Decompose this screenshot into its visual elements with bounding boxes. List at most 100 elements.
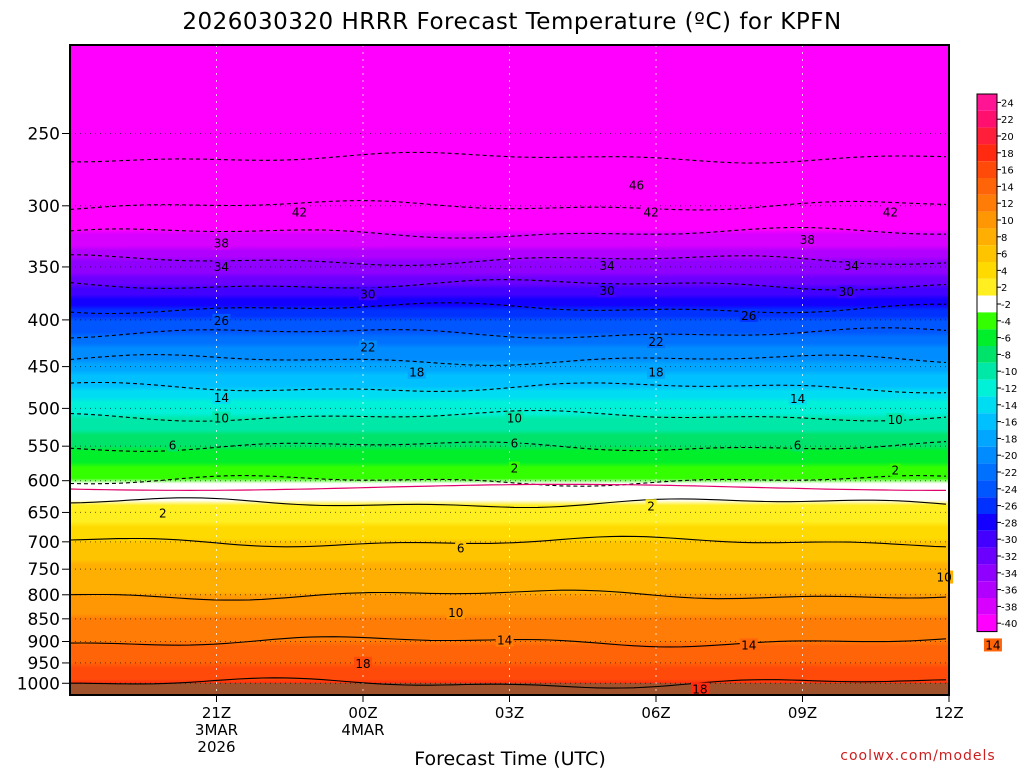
contour-label-text: 26	[214, 314, 229, 328]
contour-label-bg	[290, 205, 309, 219]
isotherm-line	[70, 409, 947, 422]
contour-label: 42	[642, 205, 661, 219]
contour-label: 22	[647, 335, 665, 349]
x-tick-label: 2026	[197, 738, 235, 756]
contour-label-text: 30	[839, 285, 854, 299]
temperature-field	[70, 45, 949, 695]
colorbar-swatch	[977, 598, 997, 615]
contour-label-text: 2	[159, 507, 167, 521]
colorbar-swatch	[977, 278, 997, 296]
colorbar-swatch	[977, 581, 997, 598]
contour-label-text: 6	[794, 438, 802, 452]
y-tick-label: 700	[28, 533, 60, 553]
y-tick-label: 500	[28, 399, 60, 419]
isotherm-line	[70, 381, 947, 394]
contour-label-text: 30	[600, 284, 615, 298]
contour-label: 22	[358, 340, 377, 355]
contour-label-text: 42	[292, 205, 307, 219]
contour-label-bg	[212, 411, 231, 425]
contour-label-text: 30	[360, 287, 375, 301]
colorbar-label: -6	[1001, 334, 1011, 345]
isotherm-line	[70, 226, 946, 239]
contour-label: 14	[739, 638, 758, 652]
contour-label: 18	[647, 365, 665, 380]
contour-label-bg	[647, 335, 665, 349]
colorbar-swatch	[977, 295, 997, 313]
x-tick-label: 03Z	[495, 704, 524, 722]
y-tick-label: 900	[28, 632, 60, 652]
contour-label: 34	[598, 258, 617, 273]
contour-label-text: 10	[448, 606, 463, 620]
contour-label-text: 46	[629, 178, 644, 192]
y-tick-label: 400	[28, 311, 60, 331]
y-tick-label: 1000	[17, 674, 60, 694]
credit-text: coolwx.com/models	[840, 748, 995, 764]
contour-label-text: 6	[511, 436, 519, 450]
colorbar-swatch	[977, 396, 997, 414]
contour-label: 6	[167, 438, 179, 452]
x-tick-label: 4MAR	[341, 721, 384, 739]
contour-label: 2	[889, 463, 901, 478]
isotherm-line	[70, 200, 947, 211]
contour-label: 10	[446, 606, 465, 620]
contour-label: 10	[212, 411, 231, 426]
contour-label-text: 18	[648, 366, 663, 380]
contour-label-text: 42	[643, 205, 658, 219]
contour-label-bg	[167, 438, 179, 452]
contour-label: 18	[690, 682, 709, 697]
contour-label: 14	[212, 390, 231, 405]
isotherm-line	[70, 302, 946, 315]
x-tick-label: 12Z	[934, 704, 963, 722]
colorbar-label: -40	[1001, 619, 1017, 630]
contour-label: 2	[157, 506, 169, 521]
contour-label-bg	[739, 638, 758, 652]
colorbar-label: -12	[1001, 384, 1017, 395]
isotherm-line	[70, 535, 947, 548]
contour-label-text: 22	[360, 341, 375, 355]
colorbar-label: -24	[1001, 485, 1017, 496]
colorbar-legend: 24 22 20 18 16 14 12 10 8 6 4 2 -2 -4 -6 -8 -10 -12 -14 -16…	[976, 93, 1017, 633]
colorbar-label: -2	[1001, 300, 1011, 311]
contour-label-bg	[505, 411, 524, 425]
x-tick-label: 06Z	[641, 704, 670, 722]
colorbar-swatch	[977, 413, 997, 430]
contour-label-bg	[157, 506, 169, 520]
contour-label: 10	[505, 411, 524, 426]
contour-label-bg	[798, 232, 817, 246]
contour-label-text: 14	[497, 634, 512, 648]
isotherm-line	[70, 254, 947, 266]
colorbar-swatch	[977, 245, 997, 262]
colorbar-swatch	[977, 497, 997, 514]
contour-label-bg	[647, 365, 665, 379]
colorbar-swatch	[977, 614, 997, 632]
y-tick-label: 800	[28, 586, 60, 606]
contour-label-bg	[508, 461, 520, 475]
contour-label: 30	[598, 284, 617, 298]
colorbar-label: -18	[1001, 434, 1017, 445]
y-tick-label: 300	[28, 197, 60, 217]
contour-label-bg	[358, 340, 377, 354]
contour-label: 10	[886, 413, 905, 427]
colorbar-swatch	[977, 446, 997, 464]
contour-label-bg	[837, 285, 856, 299]
contour-label: 38	[212, 236, 231, 251]
colorbar-label: 24	[1001, 98, 1014, 109]
y-tick-label: 600	[28, 472, 60, 492]
colorbar-label: 6	[1001, 250, 1007, 261]
colorbar-swatch	[977, 178, 997, 195]
contour-label-bg	[598, 258, 617, 272]
contour-label-text: 18	[409, 366, 424, 380]
contour-label-text: 38	[800, 233, 815, 247]
contour-label-text: 42	[883, 205, 898, 219]
contour-label: 34	[212, 259, 231, 274]
colorbar-swatch	[977, 161, 997, 178]
colorbar-label: -8	[1001, 350, 1011, 361]
colorbar-swatch	[977, 379, 997, 397]
colorbar-label: -32	[1001, 552, 1017, 563]
x-tick-label: 3MAR	[195, 721, 238, 739]
y-tick-label: 450	[28, 358, 60, 378]
colorbar-swatch	[977, 144, 997, 162]
